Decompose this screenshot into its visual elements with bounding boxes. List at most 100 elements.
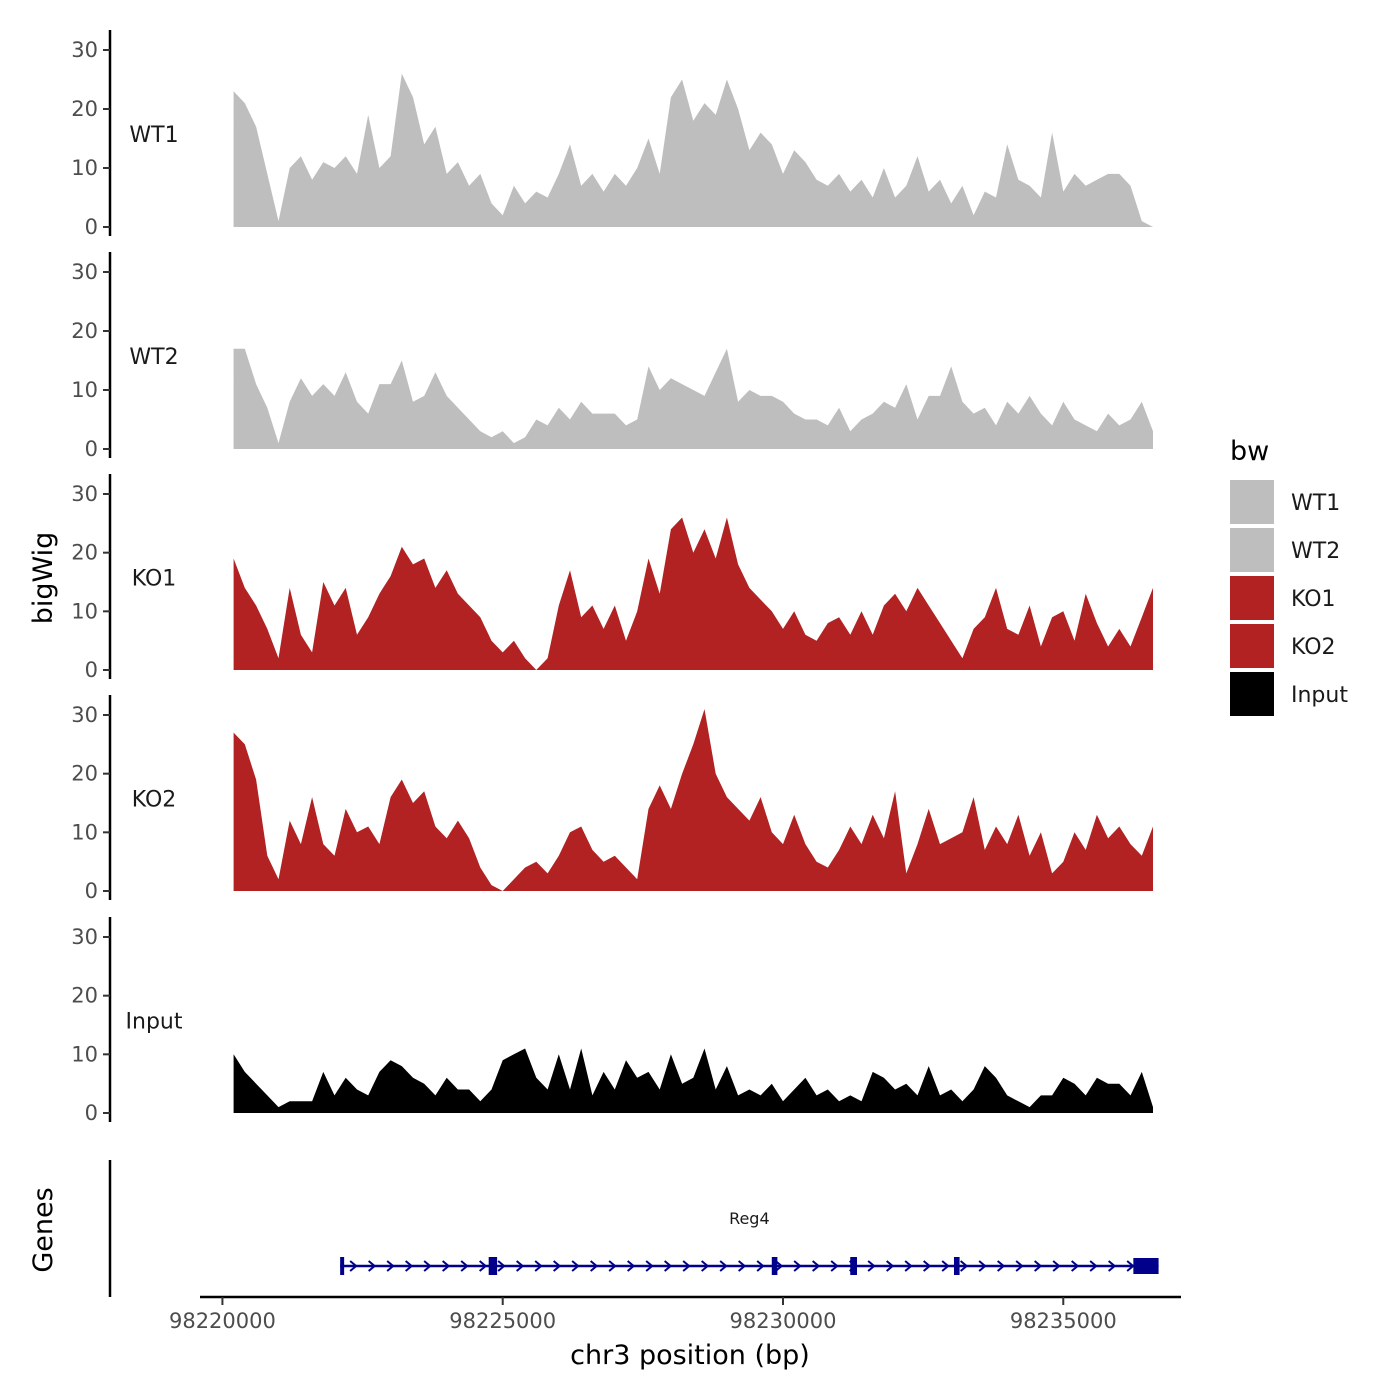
- legend-swatch-ko2: [1230, 624, 1274, 668]
- series-area-ko1: [233, 517, 1154, 670]
- gene-exon: [488, 1257, 498, 1275]
- strand-arrow: [738, 1260, 747, 1272]
- y-tick-label: 30: [71, 38, 98, 62]
- strand-arrow: [479, 1260, 488, 1272]
- y-tick-label: 20: [71, 762, 98, 786]
- series-area-ko2: [233, 709, 1154, 891]
- strand-arrow: [627, 1260, 636, 1272]
- strand-arrow: [553, 1260, 562, 1272]
- strand-arrow: [719, 1260, 728, 1272]
- strand-arrow: [1126, 1260, 1135, 1272]
- strand-arrow: [682, 1260, 691, 1272]
- strand-arrow: [368, 1260, 377, 1272]
- series-area-wt2: [233, 348, 1154, 449]
- track-label: KO1: [132, 567, 177, 592]
- track-label: WT1: [129, 123, 178, 148]
- strand-arrow: [405, 1260, 414, 1272]
- legend-label-ko1: KO1: [1291, 587, 1336, 612]
- strand-arrow: [830, 1260, 839, 1272]
- y-tick-label: 30: [71, 925, 98, 949]
- x-tick-label: 98235000: [1010, 1309, 1117, 1333]
- strand-arrow: [1070, 1260, 1080, 1272]
- strand-arrow: [904, 1260, 913, 1272]
- x-tick-label: 98220000: [169, 1309, 276, 1333]
- strand-arrow: [701, 1260, 710, 1272]
- strand-arrow: [941, 1260, 950, 1272]
- strand-arrow: [386, 1260, 395, 1272]
- y-tick-label: 0: [85, 1101, 98, 1125]
- strand-arrow: [516, 1260, 525, 1272]
- x-axis-title: chr3 position (bp): [570, 1340, 810, 1371]
- y-tick-label: 10: [71, 378, 98, 402]
- y-tick-label: 0: [85, 879, 98, 903]
- strand-arrow: [960, 1260, 969, 1272]
- coverage-tracks: 0 10 20 30 WT1 0 10 20 30 WT2 0 10 20 30 KO1 0 10 20 30 KO2…: [71, 30, 1154, 1125]
- strand-arrow: [664, 1260, 673, 1272]
- gene-exon: [771, 1257, 778, 1275]
- track-input: 0 10 20 30 Input: [71, 917, 1154, 1125]
- track-label: WT2: [129, 345, 178, 370]
- y-tick-label: 30: [71, 482, 98, 506]
- strand-arrow: [923, 1260, 932, 1272]
- strand-arrow: [812, 1260, 821, 1272]
- gene-label: Reg4: [729, 1209, 770, 1228]
- legend-label-ko2: KO2: [1291, 635, 1336, 660]
- track-wt1: 0 10 20 30 WT1: [71, 30, 1154, 239]
- strand-arrow: [886, 1260, 895, 1272]
- legend-swatch-ko1: [1230, 576, 1274, 620]
- y-tick-label: 0: [85, 215, 98, 239]
- track-wt2: 0 10 20 30 WT2: [71, 252, 1154, 461]
- gene-exon: [953, 1257, 960, 1275]
- strand-arrow: [867, 1260, 876, 1272]
- strand-arrow: [645, 1260, 654, 1272]
- y-tick-label: 30: [71, 260, 98, 284]
- y-tick-label: 20: [71, 984, 98, 1008]
- x-tick-label: 98225000: [449, 1309, 556, 1333]
- genes-axis-title: Genes: [28, 1187, 59, 1272]
- track-ko1: 0 10 20 30 KO1: [71, 474, 1154, 682]
- y-tick-label: 0: [85, 658, 98, 682]
- y-axis-title: bigWig: [28, 532, 59, 625]
- series-area-wt1: [233, 73, 1154, 227]
- legend-swatch-input: [1230, 672, 1274, 716]
- strand-arrow: [534, 1260, 543, 1272]
- strand-arrow: [423, 1260, 432, 1272]
- y-tick-label: 20: [71, 97, 98, 121]
- strand-arrow: [1107, 1260, 1117, 1272]
- y-tick-label: 10: [71, 599, 98, 623]
- y-tick-label: 10: [71, 820, 98, 844]
- y-tick-label: 30: [71, 703, 98, 727]
- track-label: Input: [126, 1010, 183, 1035]
- legend-title: bw: [1230, 436, 1269, 467]
- strand-arrow: [775, 1260, 784, 1272]
- y-tick-label: 10: [71, 156, 98, 180]
- legend-swatch-wt2: [1230, 528, 1274, 572]
- gene-exon: [850, 1257, 857, 1275]
- y-tick-label: 20: [71, 319, 98, 343]
- legend-label-wt1: WT1: [1291, 491, 1340, 516]
- gene-exon: [1133, 1258, 1159, 1274]
- track-ko2: 0 10 20 30 KO2: [71, 695, 1154, 903]
- strand-arrow: [793, 1260, 802, 1272]
- legend: bw WT1 WT2 KO1 KO2 Input: [1230, 436, 1348, 716]
- strand-arrow: [1015, 1260, 1024, 1272]
- legend-swatch-wt1: [1230, 480, 1274, 524]
- strand-arrow: [756, 1260, 765, 1272]
- track-label: KO2: [132, 788, 177, 813]
- series-area-input: [233, 1048, 1154, 1113]
- strand-arrow: [460, 1260, 469, 1272]
- strand-arrow: [1089, 1260, 1098, 1272]
- gene-exon: [340, 1257, 345, 1275]
- legend-label-wt2: WT2: [1291, 539, 1340, 564]
- strand-arrow: [608, 1260, 617, 1272]
- x-axis: 98220000 98225000 98230000 98235000: [169, 1295, 1181, 1333]
- strand-arrow: [571, 1260, 580, 1272]
- strand-arrow: [590, 1260, 599, 1272]
- strand-arrow: [1052, 1260, 1061, 1272]
- strand-arrow: [497, 1260, 506, 1272]
- gene-track: Reg4: [108, 1160, 1159, 1297]
- legend-label-input: Input: [1291, 683, 1348, 708]
- y-tick-label: 10: [71, 1042, 98, 1066]
- strand-arrow: [349, 1260, 358, 1272]
